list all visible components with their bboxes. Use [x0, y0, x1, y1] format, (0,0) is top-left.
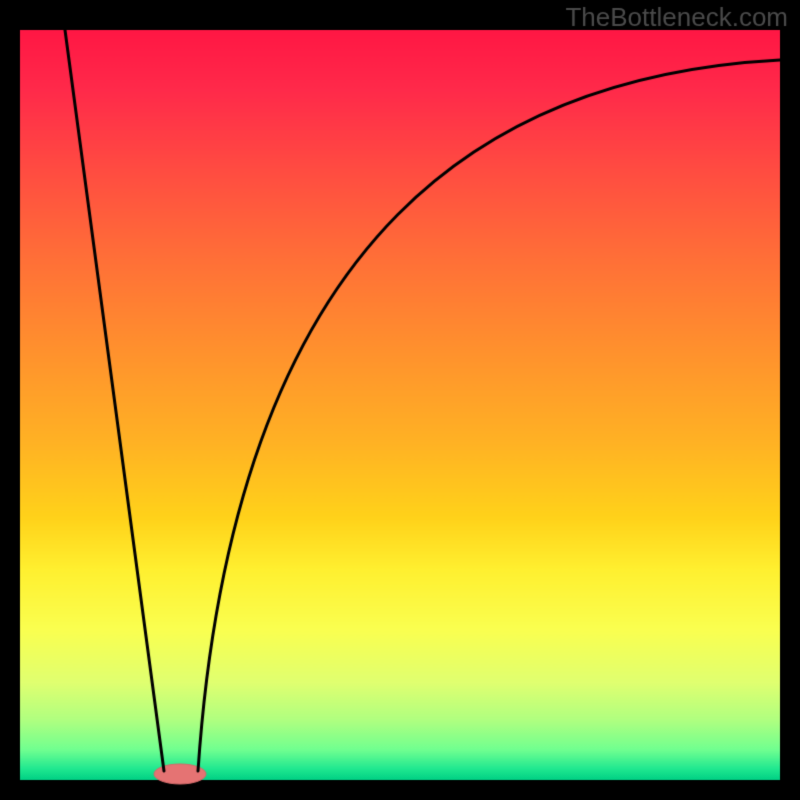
bottleneck-chart	[0, 0, 800, 800]
